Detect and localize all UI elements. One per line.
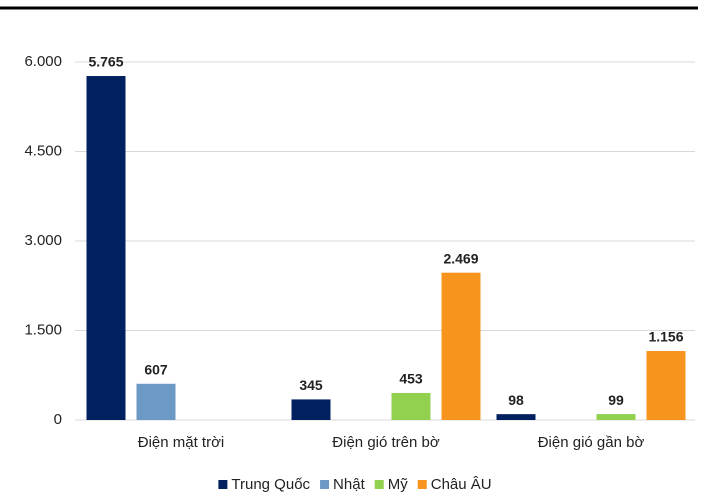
bar bbox=[391, 392, 431, 420]
value-label: 98 bbox=[508, 392, 524, 408]
y-tick-label: 1.500 bbox=[24, 321, 62, 338]
bar bbox=[291, 399, 331, 420]
y-tick-label: 6.000 bbox=[24, 53, 62, 70]
value-label: 453 bbox=[399, 371, 423, 387]
legend-label: Châu ÂU bbox=[431, 476, 492, 493]
legend-swatch bbox=[218, 480, 228, 489]
bar bbox=[136, 383, 176, 420]
x-tick-label: Điện mặt trời bbox=[138, 434, 225, 451]
y-tick-label: 4.500 bbox=[24, 142, 62, 159]
bar bbox=[86, 76, 126, 420]
legend-swatch bbox=[374, 480, 384, 489]
legend-swatch bbox=[320, 480, 330, 489]
y-tick-label: 3.000 bbox=[24, 232, 62, 249]
x-tick-label: Điện gió trên bờ bbox=[332, 434, 440, 451]
bar bbox=[441, 272, 481, 420]
bar bbox=[496, 414, 536, 420]
bar bbox=[646, 351, 686, 420]
legend-label: Trung Quốc bbox=[231, 476, 310, 493]
y-tick-label: 0 bbox=[54, 411, 62, 428]
value-label: 345 bbox=[299, 377, 323, 393]
value-label: 99 bbox=[608, 392, 624, 408]
legend-swatch bbox=[417, 480, 427, 489]
value-label: 2.469 bbox=[443, 250, 478, 266]
legend-label: Nhật bbox=[333, 476, 366, 493]
x-tick-label: Điện gió gần bờ bbox=[538, 434, 645, 451]
value-label: 1.156 bbox=[648, 329, 683, 345]
bar bbox=[596, 414, 636, 420]
value-label: 5.765 bbox=[88, 54, 123, 70]
legend-label: Mỹ bbox=[388, 476, 408, 493]
value-label: 607 bbox=[144, 361, 168, 377]
